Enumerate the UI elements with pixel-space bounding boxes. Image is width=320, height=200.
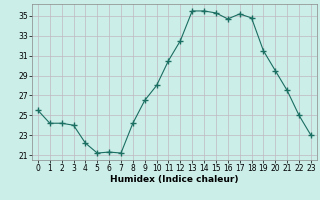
X-axis label: Humidex (Indice chaleur): Humidex (Indice chaleur) (110, 175, 239, 184)
